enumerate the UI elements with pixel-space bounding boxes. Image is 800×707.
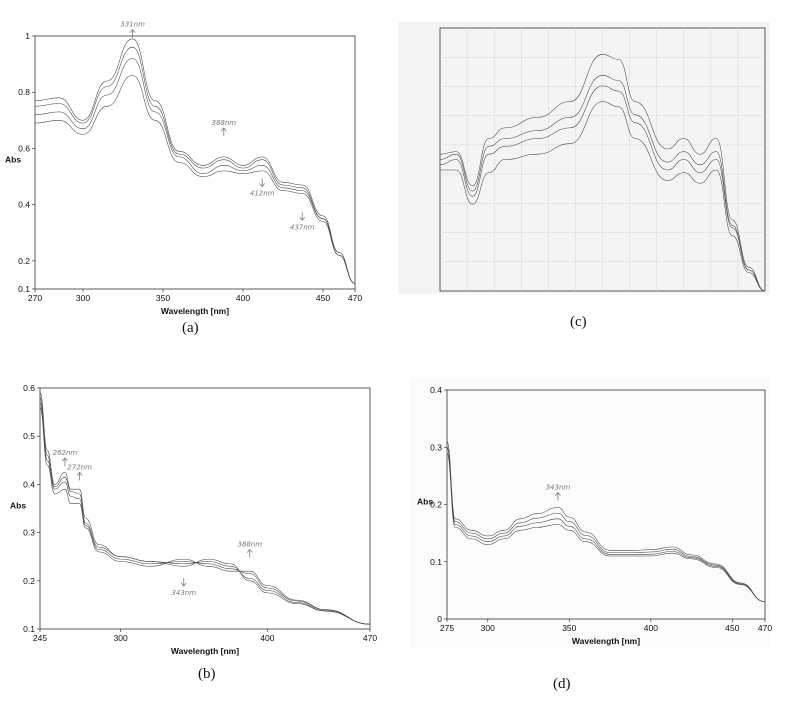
annotation-arrowhead (555, 491, 561, 496)
spectrum-line-b-4 (39, 392, 371, 625)
y-tick-label: 1 (25, 31, 30, 41)
x-tick-label: 450 (316, 293, 330, 303)
spectrum-line-b-3 (39, 397, 371, 625)
y-axis-title: Abs (10, 501, 26, 511)
spectrum-line-b-2 (39, 402, 371, 625)
x-tick-label: 350 (562, 623, 576, 633)
peak-annotation: 272nm (67, 463, 92, 471)
peak-annotation: 388nm (211, 119, 236, 127)
peak-annotation: 343nm (546, 484, 571, 492)
spectrum-line-b-1 (39, 407, 371, 625)
y-tick-label: 0.8 (18, 87, 30, 97)
x-tick-label: 470 (348, 293, 362, 303)
x-tick-label: 300 (481, 623, 495, 633)
spectrum-line-a-4 (34, 38, 356, 284)
x-tick-label: 270 (28, 293, 42, 303)
chart-d: 275 300 350 400 450 470 0 0.1 0.2 0.3 0.4 Wavelengt… (417, 385, 772, 646)
peak-annotation: 262nm (53, 449, 78, 457)
spectrum-line-a-1 (34, 75, 356, 284)
annotation-arrowhead (246, 548, 253, 553)
spectrum-line-c-2 (439, 75, 766, 292)
x-tick-label: 470 (758, 623, 772, 633)
peak-annotation: 388nm (237, 541, 262, 549)
spectrum-line-c-1 (439, 85, 766, 292)
x-tick-label: 400 (236, 293, 250, 303)
annotation-arrowhead (129, 28, 136, 33)
annotation-arrowhead (259, 183, 266, 188)
y-axis-title: Abs (417, 497, 433, 507)
panel-d-paper (410, 378, 770, 648)
y-tick-label: 0.2 (23, 576, 35, 586)
spectrum-line-d-4 (446, 441, 766, 603)
spectrum-line-d-1 (446, 452, 766, 603)
y-axis-title: Abs (5, 155, 21, 165)
x-tick-label: 400 (260, 633, 274, 643)
y-tick-label: 0.3 (430, 442, 442, 452)
y-tick-label: 0.3 (23, 528, 35, 538)
x-tick-label: 400 (644, 623, 658, 633)
y-tick-label: 0 (437, 614, 442, 624)
plot-frame-a (34, 35, 356, 290)
y-tick-label: 0.4 (430, 385, 442, 395)
spectrum-line-a-2 (34, 58, 356, 284)
plot-frame-b (39, 387, 371, 630)
peak-annotation: 437nm (290, 223, 315, 231)
chart-a: 270 300 350 400 450 470 0.1 0.2 0.4 0.6 0.8 1 Wavele… (5, 21, 362, 316)
y-tick-label: 0.1 (23, 624, 35, 634)
y-tick-label: 0.4 (23, 479, 35, 489)
x-tick-label: 245 (33, 633, 47, 643)
chart-b: 245 300 400 470 0.1 0.2 0.3 0.4 0.5 0.6 Wavelength… (10, 383, 377, 656)
spectrum-line-c-4 (440, 101, 766, 292)
panel-label-d: (d) (553, 676, 571, 692)
annotation-arrowhead (180, 582, 187, 587)
panel-label-b: (b) (198, 666, 216, 682)
panel-label-c: (c) (570, 314, 587, 330)
x-tick-label: 350 (156, 293, 170, 303)
spectrum-line-c-3 (439, 54, 766, 292)
x-axis-title: Wavelength [nm] (171, 646, 239, 656)
peak-annotation: 331nm (120, 21, 145, 29)
x-tick-label: 300 (76, 293, 90, 303)
chart-c (439, 27, 766, 292)
peak-annotation: 412nm (250, 190, 275, 198)
annotation-arrowhead (76, 471, 83, 476)
y-tick-label: 0.2 (430, 500, 442, 510)
peak-annotation: 343nm (171, 589, 196, 597)
spectrum-line-d-3 (446, 447, 766, 603)
y-tick-label: 0.2 (18, 256, 30, 266)
x-tick-label: 300 (114, 633, 128, 643)
panel-c-paper (398, 22, 770, 294)
y-tick-label: 0.1 (430, 557, 442, 567)
x-tick-label: 470 (363, 633, 377, 643)
y-tick-label: 0.4 (18, 200, 30, 210)
spectrum-line-d-2 (446, 447, 766, 603)
y-tick-label: 0.5 (23, 431, 35, 441)
spectrum-line-a-3 (34, 46, 356, 284)
annotation-arrowhead (220, 127, 227, 132)
y-tick-label: 0.1 (18, 284, 30, 294)
y-tick-label: 0.6 (18, 143, 30, 153)
x-axis-title: Wavelength [nm] (161, 306, 229, 316)
y-tick-label: 0.6 (23, 383, 35, 393)
annotation-arrowhead (62, 457, 68, 462)
x-tick-label: 450 (725, 623, 739, 633)
x-axis-title: Wavelength [nm] (572, 636, 640, 646)
annotation-arrowhead (299, 217, 306, 221)
x-tick-label: 275 (440, 623, 454, 633)
panel-label-a: (a) (182, 320, 199, 336)
